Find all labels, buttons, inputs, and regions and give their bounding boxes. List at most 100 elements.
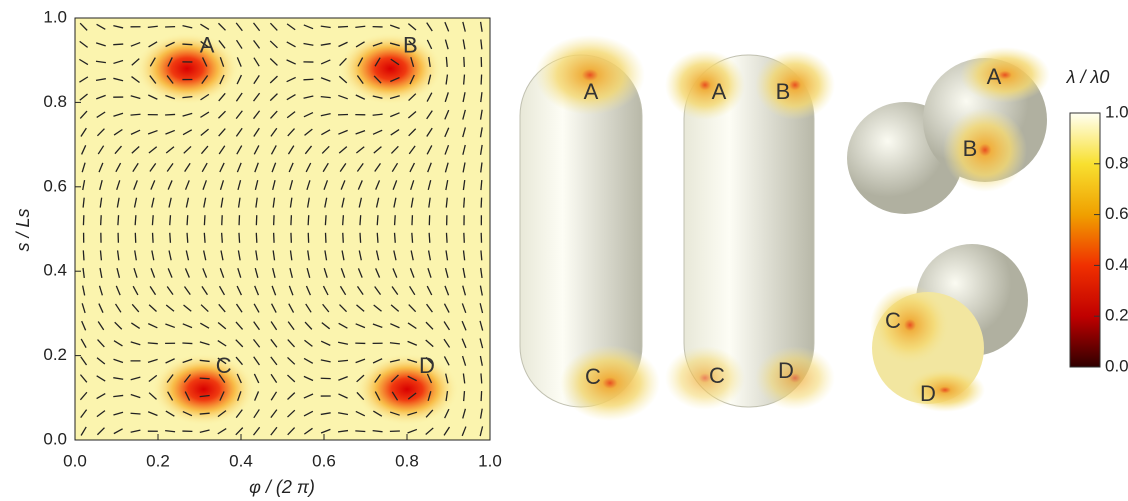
director xyxy=(200,413,210,414)
defect-label: B xyxy=(403,32,418,57)
director xyxy=(338,27,348,28)
director xyxy=(481,391,482,401)
director xyxy=(165,114,175,115)
x-tick-label: 0.4 xyxy=(229,451,253,470)
y-tick-label: 0.4 xyxy=(43,261,67,280)
x-tick-label: 0.6 xyxy=(312,451,336,470)
y-tick-label: 0.2 xyxy=(43,345,67,364)
defect-patch xyxy=(943,108,1027,192)
defect-patch xyxy=(870,285,950,365)
director xyxy=(204,233,205,243)
director xyxy=(377,233,378,243)
director xyxy=(446,57,447,67)
director xyxy=(464,198,465,208)
colorbar-tick-label: 0.6 xyxy=(1105,204,1128,223)
defect-blob xyxy=(135,33,239,105)
director xyxy=(481,75,482,85)
director xyxy=(101,215,102,225)
director xyxy=(464,391,465,401)
director xyxy=(135,215,136,225)
defect-patch xyxy=(665,346,745,410)
x-tick-label: 0.8 xyxy=(395,451,419,470)
colorbar-tick-label: 0.8 xyxy=(1105,153,1128,172)
director xyxy=(464,57,465,67)
director xyxy=(321,97,331,98)
director xyxy=(83,250,84,260)
director xyxy=(187,233,188,243)
x-tick-label: 1.0 xyxy=(478,451,502,470)
director xyxy=(429,233,430,243)
y-tick-label: 0.0 xyxy=(43,429,67,448)
director xyxy=(256,233,257,243)
director xyxy=(360,215,361,225)
director xyxy=(412,233,413,243)
director xyxy=(170,233,171,243)
director xyxy=(446,233,447,243)
director xyxy=(464,75,465,85)
x-tick-label: 0.2 xyxy=(146,451,170,470)
director xyxy=(182,343,192,344)
director xyxy=(360,233,361,243)
x-axis-label: φ / (2 π) xyxy=(249,477,315,497)
render-4: C D xyxy=(870,244,1028,412)
y-tick-label: 1.0 xyxy=(43,7,67,26)
x-tick-label: 0.0 xyxy=(63,451,87,470)
director xyxy=(308,215,309,225)
figure: A B C D 0.0 0.2 0.4 0.6 0.8 1.0 0.0 0.2 0.4 0.6 0.8 1.0… xyxy=(0,0,1128,501)
director xyxy=(325,215,326,225)
defect-label: C xyxy=(216,353,232,378)
defect-patch xyxy=(665,50,745,120)
defect-blob xyxy=(152,353,256,425)
colorbar-tick-label: 1.0 xyxy=(1105,102,1128,121)
director xyxy=(131,413,141,414)
director xyxy=(153,233,154,243)
director xyxy=(152,215,153,225)
director xyxy=(118,215,119,225)
defect-label: C xyxy=(585,364,601,389)
colorbar-tick-label: 0.2 xyxy=(1105,306,1128,325)
defect-label: C xyxy=(709,363,725,388)
render-2: A B C D xyxy=(665,50,835,410)
director xyxy=(343,215,344,225)
colorbar-tick-label: 0.4 xyxy=(1105,255,1128,274)
director xyxy=(182,44,192,45)
director xyxy=(481,250,482,260)
defect-label: A xyxy=(712,79,727,104)
director xyxy=(170,215,171,225)
director xyxy=(187,215,188,225)
director xyxy=(355,431,365,432)
defect-label: B xyxy=(776,79,791,104)
defect-label: C xyxy=(885,308,901,333)
defect-label: A xyxy=(987,64,1002,89)
defect-patch xyxy=(560,345,660,421)
defect-label: D xyxy=(778,358,794,383)
y-axis-label: s / Ls xyxy=(13,208,33,251)
director xyxy=(239,233,240,243)
defect-patch xyxy=(755,50,835,120)
defect-patch xyxy=(905,368,985,412)
page: {"chart_data": { "type": "heatmap", "x_l… xyxy=(0,0,1128,501)
director xyxy=(148,343,158,344)
director xyxy=(395,233,396,243)
defect-label: A xyxy=(200,32,215,57)
plot: A B C D 0.0 0.2 0.4 0.6 0.8 1.0 0.0 0.2 0.4 0.6 0.8 1.0 xyxy=(43,7,501,470)
director xyxy=(204,215,205,225)
y-tick-label: 0.6 xyxy=(43,176,67,195)
defect-patch xyxy=(755,346,835,410)
director xyxy=(377,215,378,225)
defect-label: B xyxy=(963,136,978,161)
director xyxy=(113,44,123,45)
render-3: A B xyxy=(847,47,1050,214)
director xyxy=(131,114,141,115)
defect-label: A xyxy=(584,79,599,104)
defect-label: D xyxy=(920,381,936,406)
colorbar-title: λ / λ0 xyxy=(1066,67,1110,87)
y-tick-label: 0.8 xyxy=(43,92,67,111)
defect-blob xyxy=(355,353,459,425)
director xyxy=(222,233,223,243)
render-1: A C xyxy=(520,35,660,421)
defect-label: D xyxy=(419,353,435,378)
defect-patch xyxy=(960,47,1050,103)
colorbar xyxy=(1070,113,1100,367)
director xyxy=(200,378,210,379)
